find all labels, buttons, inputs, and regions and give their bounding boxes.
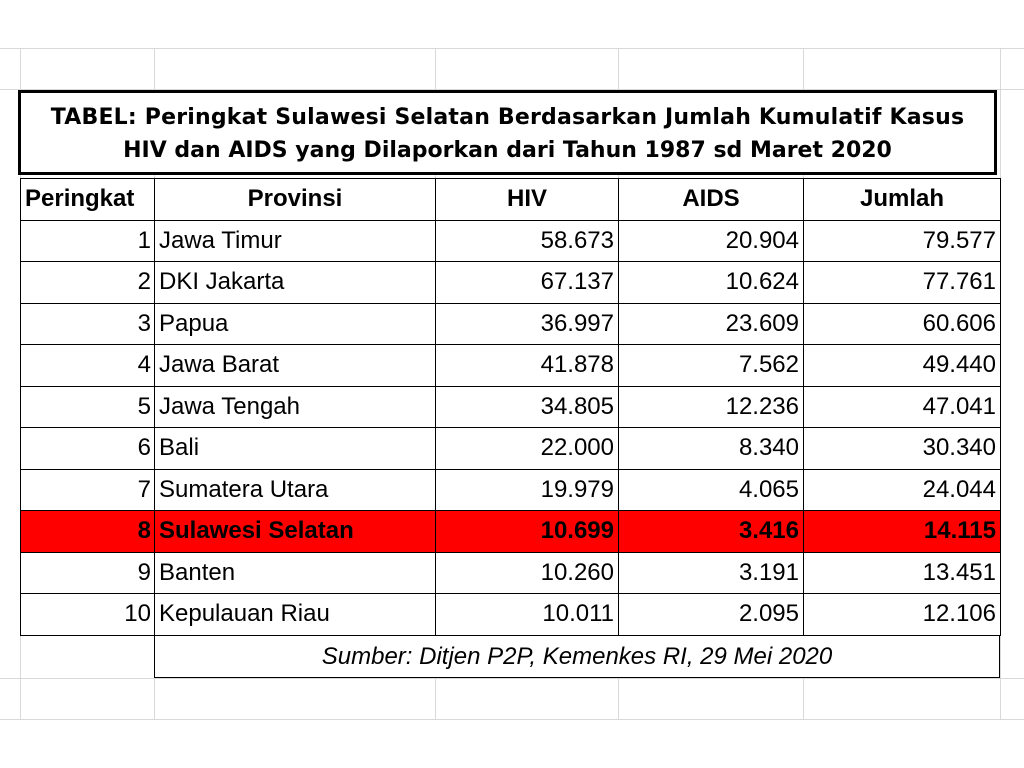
source-note: Sumber: Ditjen P2P, Kemenkes RI, 29 Mei …: [154, 636, 1000, 678]
total-cell: 12.106: [803, 593, 1001, 636]
header-rank: Peringkat: [20, 178, 155, 221]
hiv-cell: 41.878: [435, 344, 619, 387]
total-cell: 47.041: [803, 385, 1001, 428]
province-cell: Sulawesi Selatan: [154, 510, 436, 553]
total-cell: 60.606: [803, 302, 1001, 345]
table-row: 4 Jawa Barat 41.878 7.562 49.440: [20, 344, 1001, 387]
aids-cell: 12.236: [618, 385, 804, 428]
province-cell: Jawa Barat: [154, 344, 436, 387]
table-row: 5 Jawa Tengah 34.805 12.236 47.041: [20, 385, 1001, 428]
rank-cell: 8: [20, 510, 155, 553]
hiv-cell: 36.997: [435, 302, 619, 345]
table-row: 7 Sumatera Utara 19.979 4.065 24.044: [20, 468, 1001, 511]
province-cell: Banten: [154, 551, 436, 594]
header-province: Provinsi: [154, 178, 436, 221]
aids-cell: 7.562: [618, 344, 804, 387]
total-cell: 77.761: [803, 261, 1001, 304]
table-row: 2 DKI Jakarta 67.137 10.624 77.761: [20, 261, 1001, 304]
table-row: 10 Kepulauan Riau 10.011 2.095 12.106: [20, 593, 1001, 636]
province-cell: Papua: [154, 302, 436, 345]
aids-cell: 23.609: [618, 302, 804, 345]
rank-cell: 5: [20, 385, 155, 428]
header-aids: AIDS: [618, 178, 804, 221]
province-cell: Bali: [154, 427, 436, 470]
total-cell: 24.044: [803, 468, 1001, 511]
hiv-cell: 67.137: [435, 261, 619, 304]
title-line-1: TABEL: Peringkat Sulawesi Selatan Berdas…: [50, 104, 965, 130]
table-title: TABEL: Peringkat Sulawesi Selatan Berdas…: [18, 90, 997, 175]
aids-cell: 10.624: [618, 261, 804, 304]
province-cell: Jawa Tengah: [154, 385, 436, 428]
province-cell: Kepulauan Riau: [154, 593, 436, 636]
hiv-cell: 58.673: [435, 219, 619, 262]
blank-cell: [20, 636, 154, 678]
rank-cell: 3: [20, 302, 155, 345]
total-cell: 79.577: [803, 219, 1001, 262]
rank-cell: 6: [20, 427, 155, 470]
rank-cell: 9: [20, 551, 155, 594]
aids-cell: 2.095: [618, 593, 804, 636]
hiv-cell: 10.260: [435, 551, 619, 594]
title-line-2: HIV dan AIDS yang Dilaporkan dari Tahun …: [123, 137, 892, 163]
total-cell: 14.115: [803, 510, 1001, 553]
rank-cell: 1: [20, 219, 155, 262]
hiv-cell: 22.000: [435, 427, 619, 470]
header-total: Jumlah: [803, 178, 1001, 221]
aids-cell: 8.340: [618, 427, 804, 470]
header-hiv: HIV: [435, 178, 619, 221]
province-cell: Jawa Timur: [154, 219, 436, 262]
header-row: Peringkat Provinsi HIV AIDS Jumlah: [20, 178, 1001, 221]
total-cell: 49.440: [803, 344, 1001, 387]
province-cell: DKI Jakarta: [154, 261, 436, 304]
rank-cell: 4: [20, 344, 155, 387]
rank-cell: 10: [20, 593, 155, 636]
table-row: 6 Bali 22.000 8.340 30.340: [20, 427, 1001, 470]
table-row: 3 Papua 36.997 23.609 60.606: [20, 302, 1001, 345]
table-row: 9 Banten 10.260 3.191 13.451: [20, 551, 1001, 594]
table-row: 1 Jawa Timur 58.673 20.904 79.577: [20, 219, 1001, 262]
hiv-cell: 10.011: [435, 593, 619, 636]
hiv-cell: 19.979: [435, 468, 619, 511]
rank-cell: 7: [20, 468, 155, 511]
total-cell: 30.340: [803, 427, 1001, 470]
highlighted-row: 8 Sulawesi Selatan 10.699 3.416 14.115: [20, 510, 1001, 553]
aids-cell: 4.065: [618, 468, 804, 511]
aids-cell: 20.904: [618, 219, 804, 262]
hiv-cell: 10.699: [435, 510, 619, 553]
province-cell: Sumatera Utara: [154, 468, 436, 511]
aids-cell: 3.191: [618, 551, 804, 594]
rank-cell: 2: [20, 261, 155, 304]
aids-cell: 3.416: [618, 510, 804, 553]
ranking-table: Peringkat Provinsi HIV AIDS Jumlah 1 Jaw…: [20, 178, 1001, 636]
hiv-cell: 34.805: [435, 385, 619, 428]
total-cell: 13.451: [803, 551, 1001, 594]
